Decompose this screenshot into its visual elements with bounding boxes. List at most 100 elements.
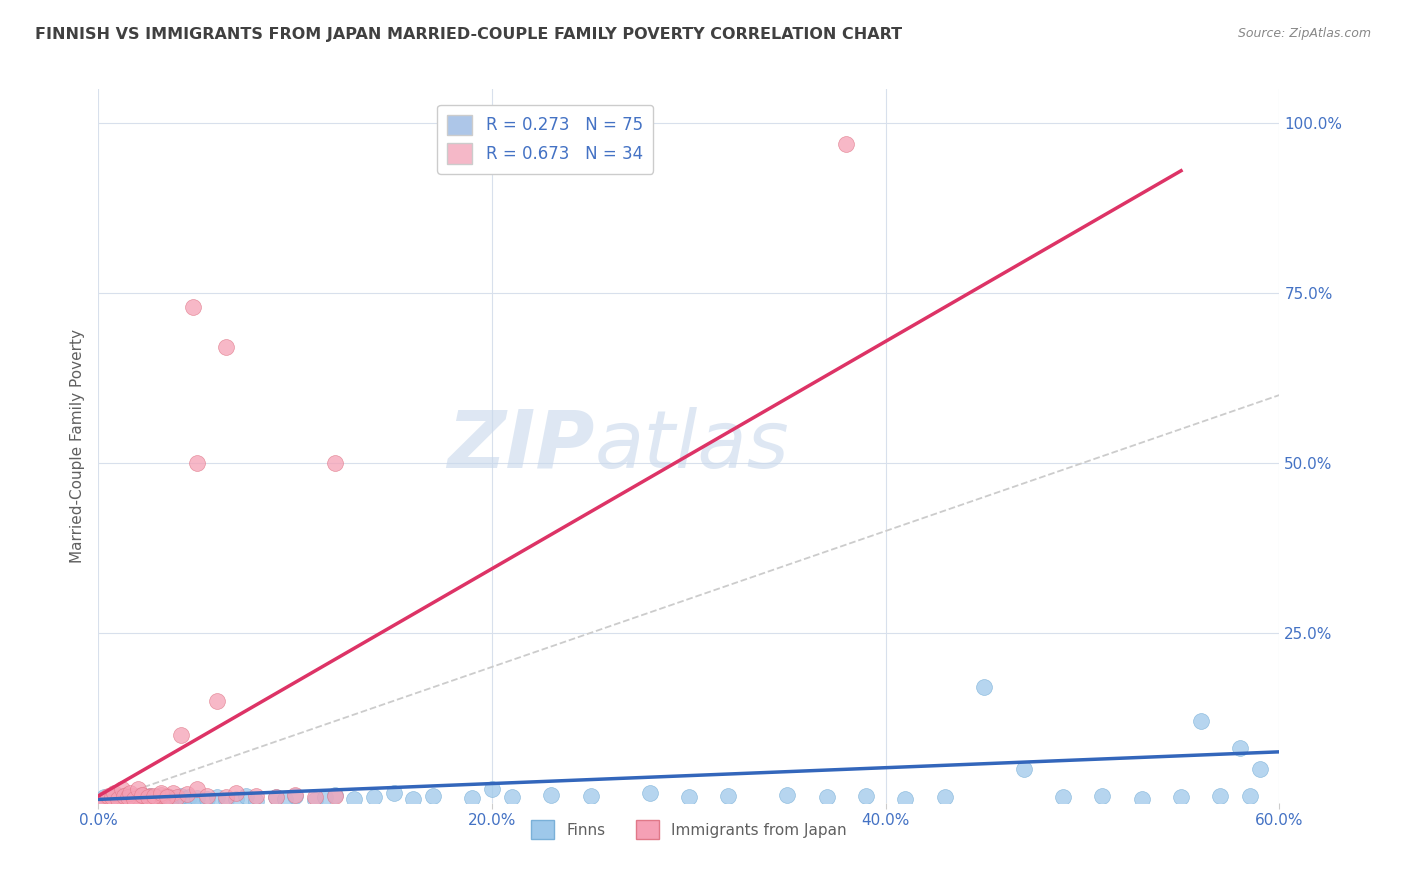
Point [181,794,204,808]
Point [118,786,141,800]
Point [215,341,238,355]
Point [111,790,134,805]
Point [1209,789,1232,803]
Point [402,792,425,806]
Point [132,791,155,805]
Point [1229,741,1251,756]
Point [284,789,307,803]
Point [166,793,188,807]
Point [225,786,247,800]
Text: Source: ZipAtlas.com: Source: ZipAtlas.com [1237,27,1371,40]
Point [142,791,165,805]
Point [638,786,661,800]
Point [481,782,503,797]
Point [215,790,238,805]
Point [166,790,188,805]
Point [181,300,204,314]
Point [186,456,208,470]
Point [245,794,267,808]
Point [135,792,157,806]
Point [131,792,153,806]
Point [111,782,134,797]
Point [115,791,138,805]
Point [101,791,124,805]
Point [304,793,326,807]
Point [121,794,143,808]
Y-axis label: Married-Couple Family Poverty: Married-Couple Family Poverty [69,329,84,563]
Point [122,792,145,806]
Point [274,792,297,806]
Point [128,789,150,803]
Point [343,791,366,805]
Point [101,793,124,807]
Point [205,694,228,708]
Point [225,791,247,805]
Point [314,790,336,805]
Point [235,789,257,803]
Point [117,790,139,805]
Point [121,789,143,803]
Point [98,789,121,803]
Point [461,791,484,805]
Point [540,788,562,802]
Point [136,791,159,805]
Point [150,788,173,802]
Point [205,789,228,804]
Point [127,793,149,807]
Point [142,789,165,803]
Point [122,791,145,805]
Point [107,792,129,806]
Point [176,787,198,801]
Point [101,790,124,805]
Point [105,794,128,808]
Point [93,790,115,805]
Point [155,794,177,808]
Point [122,791,145,805]
Point [157,789,180,804]
Point [97,792,120,806]
Point [195,792,218,806]
Point [127,782,149,797]
Point [934,790,956,805]
Point [1052,790,1074,805]
Point [125,790,148,805]
Point [162,791,184,805]
Point [138,789,160,803]
Text: FINNISH VS IMMIGRANTS FROM JAPAN MARRIED-COUPLE FAMILY POVERTY CORRELATION CHART: FINNISH VS IMMIGRANTS FROM JAPAN MARRIED… [35,27,903,42]
Point [1189,714,1212,729]
Point [103,786,125,800]
Point [815,790,838,805]
Point [118,789,141,804]
Point [131,788,153,802]
Point [103,791,125,805]
Point [138,789,160,803]
Point [1012,762,1035,776]
Point [107,790,129,805]
Point [174,792,197,806]
Point [142,793,165,807]
Point [97,790,120,805]
Point [894,791,917,805]
Point [117,792,139,806]
Point [323,456,346,470]
Point [422,789,444,803]
Point [170,789,193,803]
Point [115,788,138,802]
Point [1239,789,1261,803]
Point [170,728,193,742]
Point [1130,791,1153,805]
Point [146,790,169,805]
Point [112,793,135,807]
Point [1170,790,1192,805]
Point [323,788,346,802]
Point [150,786,173,800]
Point [855,789,877,803]
Point [127,790,149,805]
Point [501,790,523,805]
Point [264,790,287,805]
Point [215,793,238,807]
Point [93,792,115,806]
Point [776,788,799,802]
Point [131,788,153,802]
Point [284,788,307,802]
